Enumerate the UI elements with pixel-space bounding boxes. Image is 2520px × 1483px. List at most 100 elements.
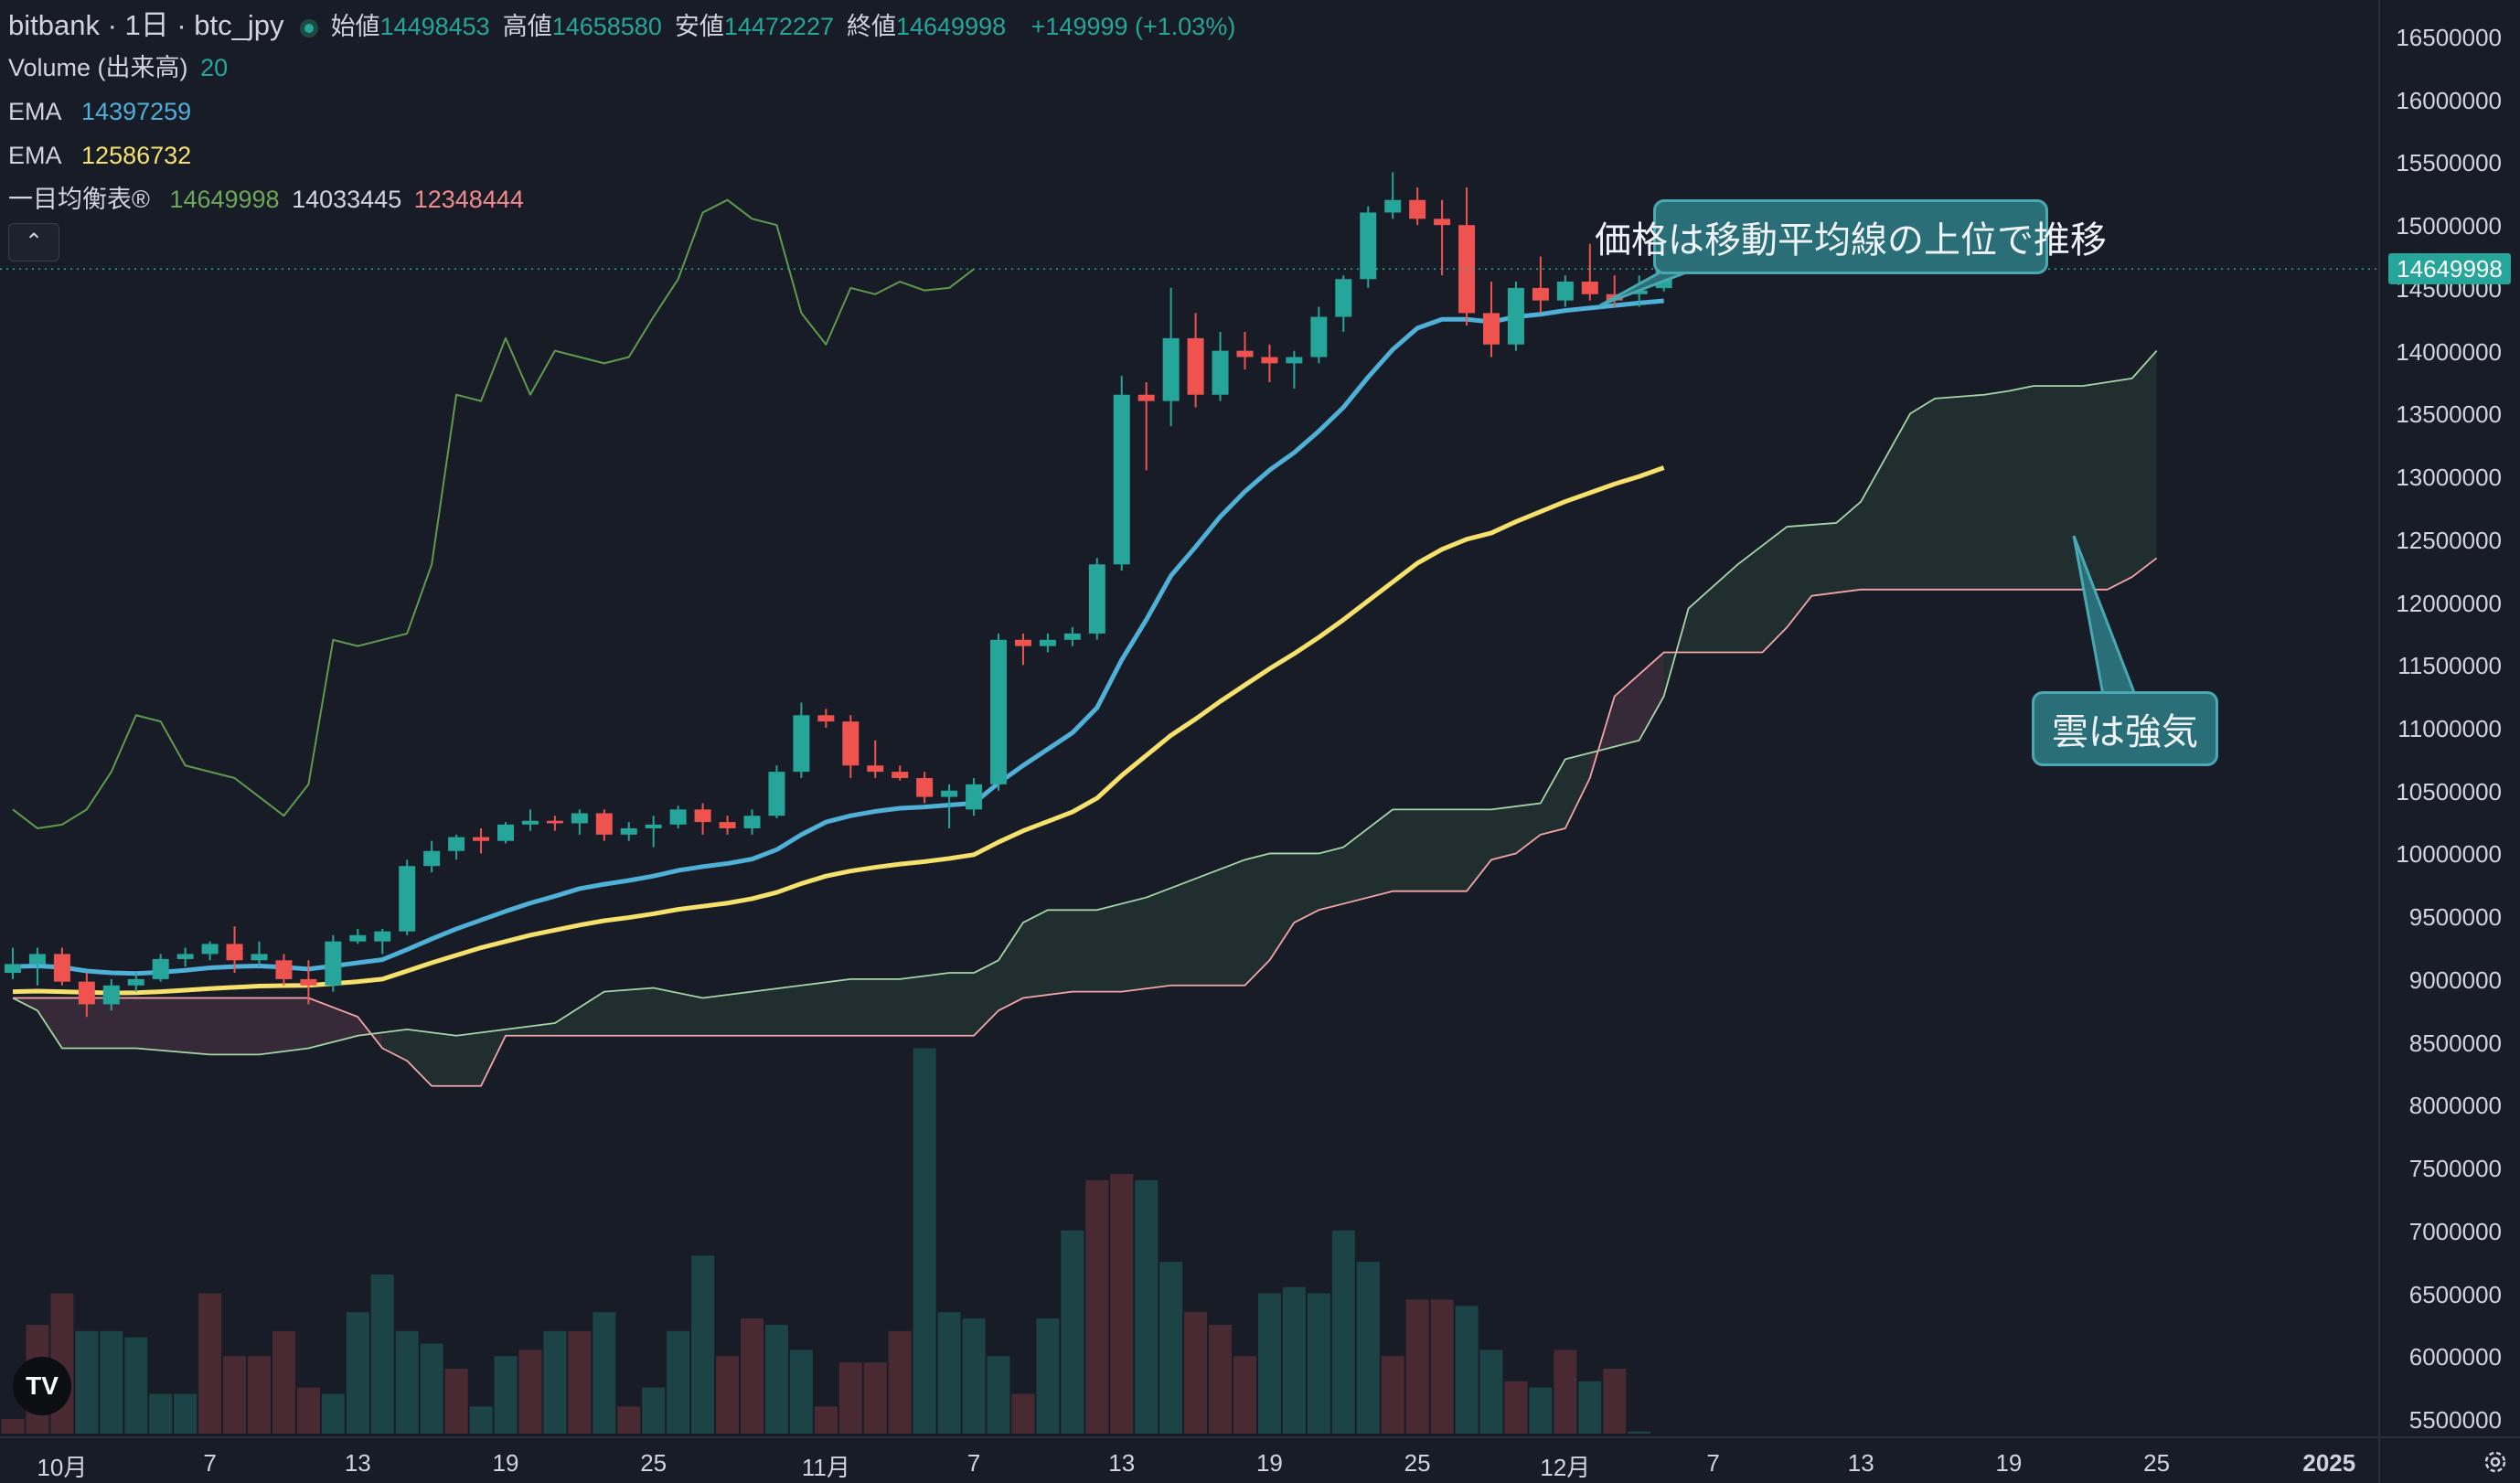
y-axis-tick-label: 9000000 bbox=[2408, 966, 2502, 994]
volume-bar bbox=[149, 1393, 173, 1434]
candle-body bbox=[1261, 357, 1278, 364]
ohlc-label-1: 高値 bbox=[502, 13, 552, 40]
cloud-segment bbox=[949, 973, 975, 1036]
cloud-segment bbox=[135, 998, 161, 1051]
candle-body bbox=[768, 772, 785, 816]
cloud-segment bbox=[1491, 806, 1516, 860]
tradingview-logo-icon[interactable]: TV bbox=[13, 1357, 71, 1415]
x-axis-tick-label: 12月 bbox=[1540, 1454, 1591, 1481]
cloud-segment bbox=[283, 998, 309, 1051]
volume-bar bbox=[1554, 1350, 1577, 1434]
cloud-segment bbox=[111, 998, 136, 1049]
volume-bar bbox=[617, 1406, 641, 1434]
candle-body bbox=[251, 954, 268, 961]
volume-bar bbox=[1331, 1230, 1355, 1434]
ema-slow-line bbox=[12, 465, 1665, 996]
volume-bar bbox=[814, 1406, 838, 1434]
cloud-note-callout[interactable]: 雲は強気 bbox=[2032, 691, 2218, 766]
candle bbox=[1310, 306, 1328, 364]
settings-gear-icon[interactable] bbox=[2482, 1448, 2509, 1476]
x-axis-tick-label: 19 bbox=[492, 1449, 519, 1477]
volume-bar bbox=[789, 1350, 813, 1434]
cloud-segment bbox=[752, 988, 777, 1036]
candle bbox=[521, 809, 539, 831]
candle bbox=[275, 954, 293, 986]
ema-fast-legend[interactable]: EMA 14397259 bbox=[8, 100, 197, 124]
candle-body bbox=[1434, 219, 1451, 226]
candle bbox=[1384, 172, 1402, 219]
collapse-legend-button[interactable]: ⌃ bbox=[8, 223, 59, 261]
ichimoku-cloud bbox=[12, 350, 2158, 1087]
cloud-segment bbox=[308, 998, 334, 1049]
candle bbox=[694, 803, 711, 835]
cloud-segment bbox=[653, 987, 678, 1036]
candle-body bbox=[842, 721, 860, 766]
cloud-segment bbox=[1417, 809, 1443, 891]
volume-bar bbox=[469, 1406, 493, 1434]
candle bbox=[78, 973, 95, 1018]
candle-body bbox=[867, 765, 884, 773]
volume-bar bbox=[1381, 1356, 1404, 1434]
cloud-segment bbox=[1935, 396, 1960, 590]
candle bbox=[1162, 287, 1180, 427]
candle-body bbox=[669, 809, 687, 825]
volume-bars bbox=[1, 1048, 1651, 1434]
volume-value: 20 bbox=[200, 54, 229, 81]
cloud-segment bbox=[1984, 390, 2009, 590]
x-axis-tick-label: 25 bbox=[2143, 1449, 2171, 1477]
ema-fast-value: 14397259 bbox=[81, 98, 192, 125]
cloud-segment bbox=[1195, 869, 1221, 986]
candle bbox=[1360, 206, 1377, 288]
cloud-segment bbox=[1393, 809, 1418, 891]
cloud-segment bbox=[554, 1007, 580, 1036]
volume-legend[interactable]: Volume (出来高) 20 bbox=[8, 56, 233, 80]
cloud-segment bbox=[1146, 888, 1171, 989]
ohlc-value-2: 14472227 bbox=[723, 13, 834, 40]
ichimoku-legend[interactable]: 一目均衡表® 14649998 14033445 12348444 bbox=[8, 187, 529, 212]
volume-bar bbox=[838, 1362, 862, 1434]
candle-body bbox=[201, 944, 219, 955]
y-axis-tick-label: 8000000 bbox=[2408, 1092, 2502, 1120]
cloud-segment bbox=[1220, 859, 1245, 986]
ohlc-label-2: 安値 bbox=[674, 13, 724, 40]
x-axis-tick-label: 19 bbox=[1995, 1449, 2023, 1477]
candle bbox=[102, 978, 120, 1011]
volume-bar bbox=[1504, 1381, 1528, 1434]
ohlc-value-0: 14498453 bbox=[379, 13, 490, 40]
y-axis-tick-label: 14000000 bbox=[2396, 337, 2502, 366]
ichimoku-value-2: 14033445 bbox=[292, 186, 402, 213]
price-note-callout[interactable]: 価格は移動平均線の上位で推移 bbox=[1595, 199, 2107, 274]
candle-body bbox=[595, 813, 613, 835]
y-axis-tick-label: 16000000 bbox=[2396, 86, 2502, 114]
x-axis-tick-label: 11月 bbox=[801, 1454, 850, 1481]
cloud-segment bbox=[2082, 382, 2108, 590]
x-axis-tick-label: 13 bbox=[344, 1449, 371, 1477]
candle-body bbox=[1063, 633, 1081, 640]
ohlc-value-3: 14649998 bbox=[895, 13, 1007, 40]
chikou-line bbox=[12, 198, 975, 829]
cloud-segment bbox=[2057, 386, 2083, 590]
cloud-segment bbox=[875, 978, 901, 1036]
volume-bar bbox=[1110, 1173, 1134, 1434]
volume-bar bbox=[913, 1048, 936, 1434]
y-axis-tick-label: 13500000 bbox=[2396, 400, 2502, 429]
volume-bar bbox=[888, 1330, 912, 1434]
volume-bar bbox=[1578, 1381, 1602, 1434]
candle bbox=[1581, 243, 1598, 301]
x-axis-tick-label: 13 bbox=[1108, 1449, 1136, 1477]
candle bbox=[300, 960, 317, 1005]
x-axis-tick-label: 7 bbox=[1706, 1449, 1720, 1477]
ema-slow-legend[interactable]: EMA 12586732 bbox=[8, 144, 197, 168]
cloud-segment bbox=[1170, 878, 1196, 986]
cloud-segment bbox=[678, 993, 703, 1036]
volume-bar bbox=[863, 1362, 887, 1434]
candle bbox=[448, 834, 465, 860]
symbol-title[interactable]: bitbank · 1日 · btc_jpy bbox=[8, 9, 284, 41]
volume-bar bbox=[1603, 1369, 1627, 1434]
cloud-segment bbox=[1762, 527, 1788, 653]
y-axis-tick-label: 15000000 bbox=[2396, 212, 2502, 240]
candle-body bbox=[448, 837, 465, 851]
candle bbox=[990, 633, 1007, 791]
price-change: +149999 (+1.03%) bbox=[1030, 13, 1236, 40]
